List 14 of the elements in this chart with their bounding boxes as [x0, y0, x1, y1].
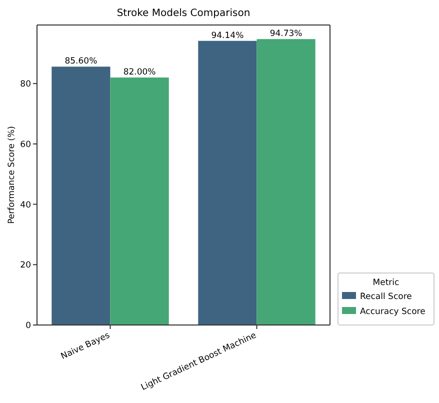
y-tick-label: 80 — [20, 80, 31, 90]
data-label: 82.00% — [123, 68, 156, 78]
data-label: 85.60% — [64, 56, 98, 67]
y-tick-label: 20 — [20, 260, 31, 271]
y-tick-label: 0 — [26, 321, 31, 331]
chart-title: Stroke Models Comparison — [116, 8, 250, 19]
y-axis-title: Performance Score (%) — [7, 126, 17, 224]
data-label: 94.73% — [270, 29, 302, 40]
legend-title: Metric — [372, 278, 400, 288]
y-tick-label: 60 — [20, 140, 31, 150]
legend-label: Recall Score — [360, 292, 412, 302]
legend-label: Accuracy Score — [360, 307, 426, 317]
data-label: 94.14% — [211, 30, 244, 41]
y-tick-label: 40 — [20, 200, 31, 210]
